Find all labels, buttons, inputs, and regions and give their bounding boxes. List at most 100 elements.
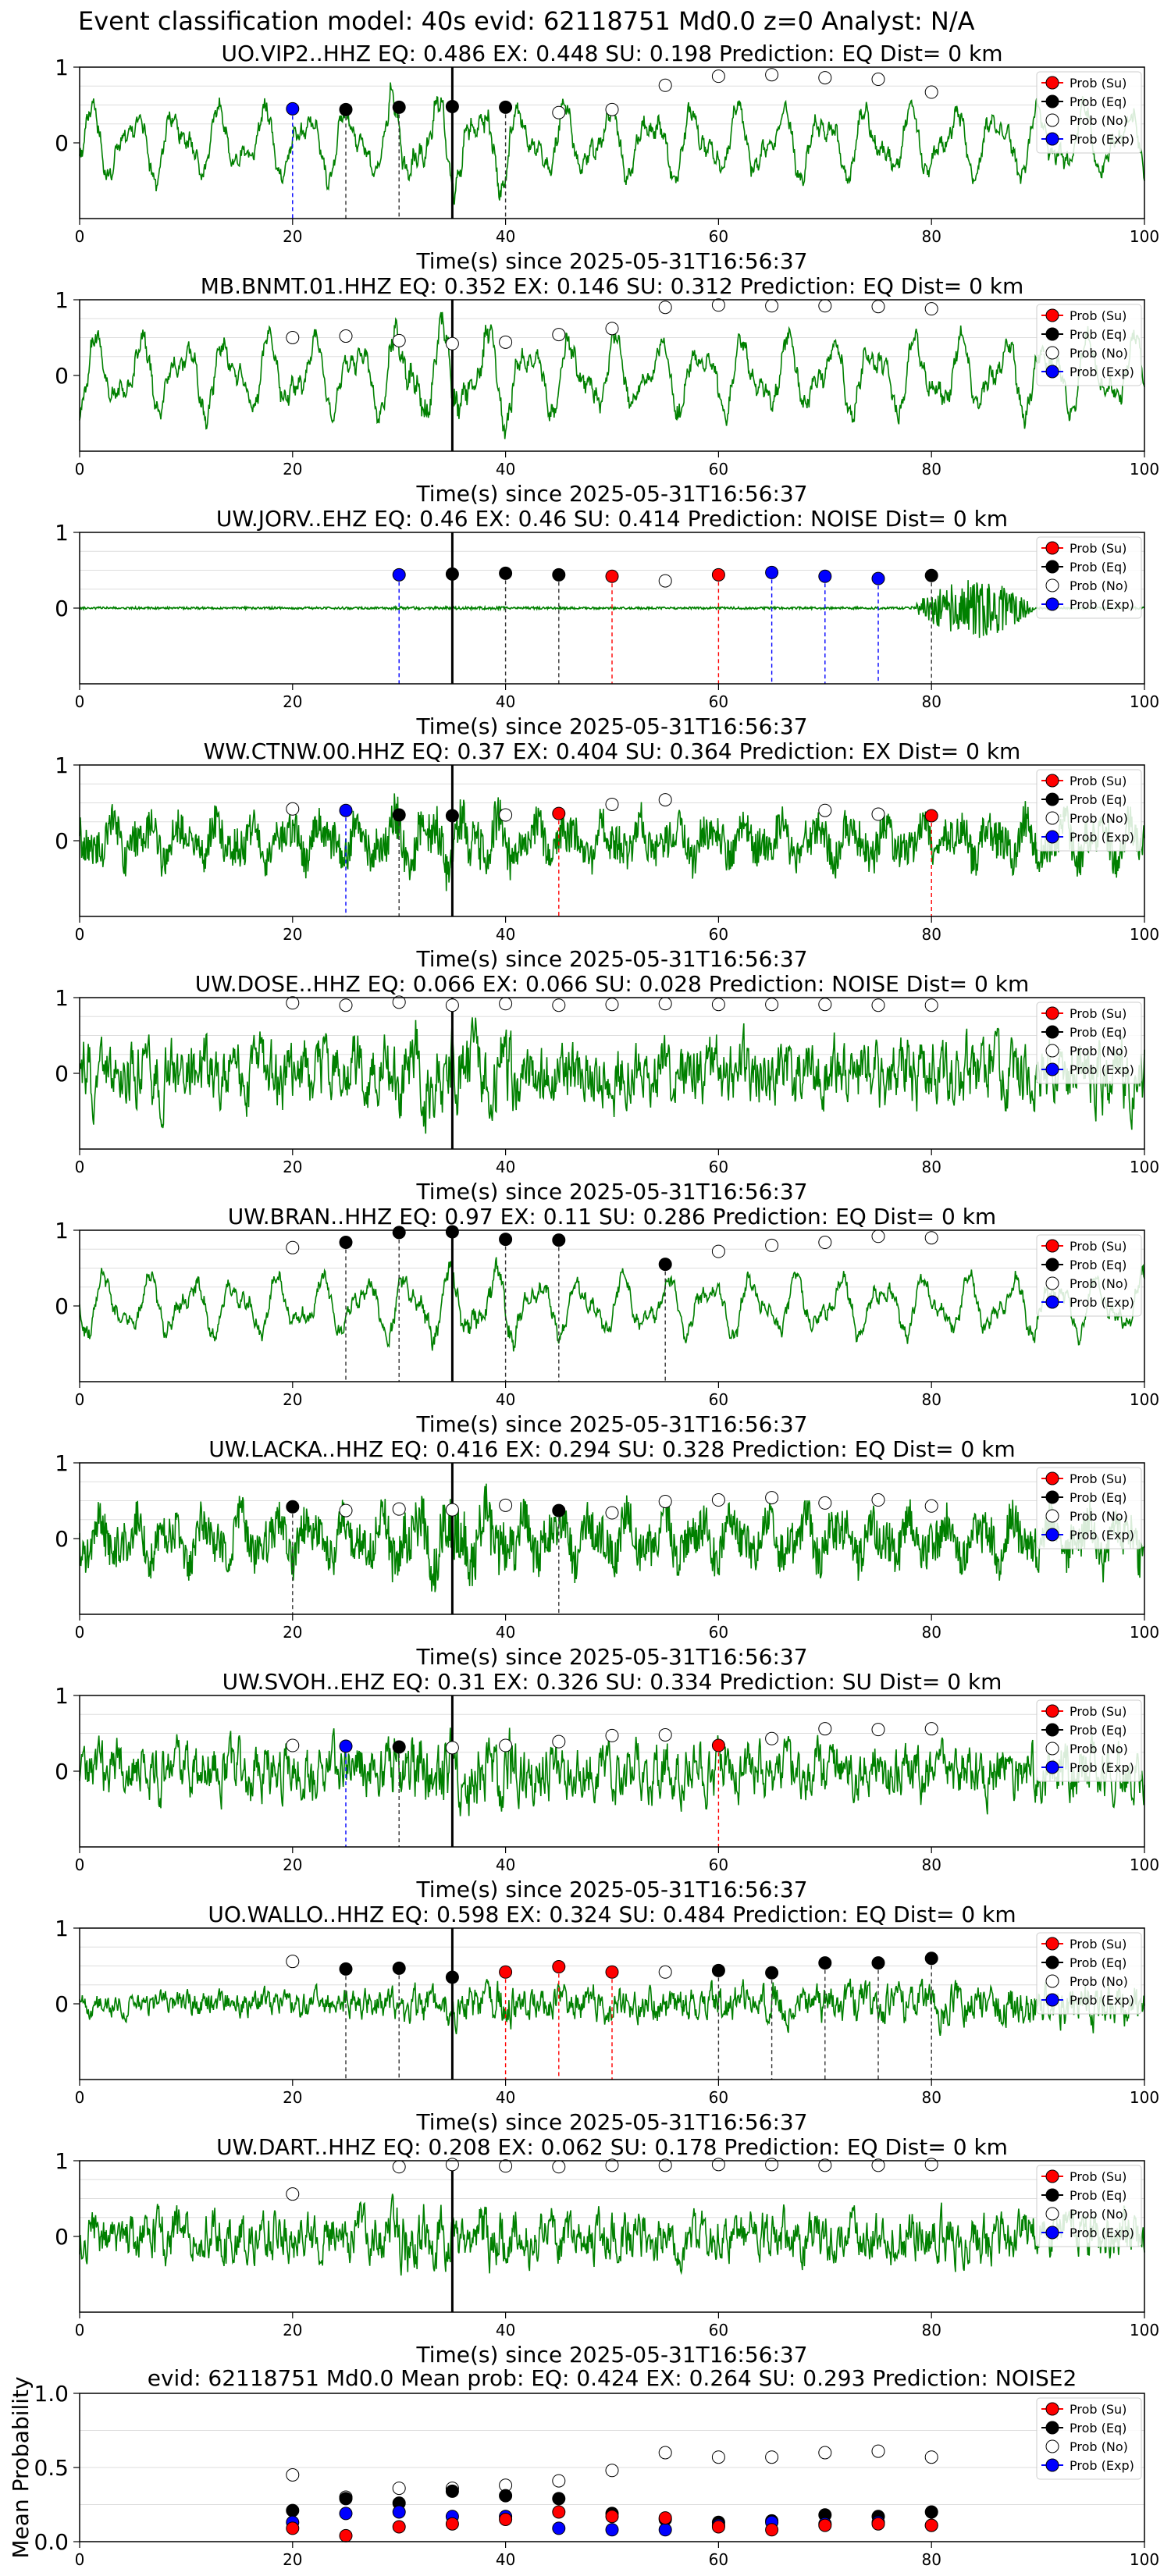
prob-marker-no [924, 1499, 938, 1513]
prob-marker-no [552, 1735, 566, 1749]
legend-label-eq: Prob (Eq) [1070, 792, 1127, 807]
x-tick-label: 40 [496, 227, 515, 246]
legend-marker-su [1045, 76, 1059, 90]
prob-marker-no [871, 2158, 885, 2172]
waveform-trace [79, 1483, 1145, 1592]
prob-marker-no [445, 336, 459, 350]
x-axis-label: Time(s) since 2025-05-31T16:56:37 [415, 481, 807, 507]
x-tick-label: 80 [921, 2088, 941, 2107]
legend-label-no: Prob (No) [1070, 2207, 1128, 2222]
y-tick-label: 1 [55, 287, 69, 313]
legend-label-eq: Prob (Eq) [1070, 1025, 1127, 1040]
station-panel: UO.VIP2..HHZ EQ: 0.486 EX: 0.448 SU: 0.1… [55, 41, 1159, 274]
prob-marker-eq [392, 1961, 406, 1975]
legend-marker-no [1045, 1742, 1059, 1756]
mean-marker-su [605, 2510, 619, 2524]
prob-marker-no [924, 1722, 938, 1736]
prob-marker-eq [445, 809, 459, 823]
prob-marker-no [711, 1244, 725, 1258]
legend-marker-eq [1045, 792, 1059, 806]
mean-marker-su [552, 2505, 566, 2519]
x-tick-label: 80 [921, 1856, 941, 1874]
mean-marker-no [392, 2482, 406, 2496]
legend-marker-exp [1045, 597, 1059, 611]
legend-label-su: Prob (Su) [1070, 1937, 1127, 1952]
y-tick-label: 1 [55, 1683, 69, 1709]
legend-label-eq: Prob (Eq) [1070, 2188, 1127, 2203]
x-tick-label: 100 [1130, 2321, 1159, 2339]
prob-marker-no [924, 302, 938, 316]
legend-marker-eq [1045, 327, 1059, 341]
y-tick-label: 0 [55, 130, 69, 156]
prob-marker-no [658, 301, 672, 315]
legend-marker-eq [1045, 94, 1059, 109]
y-tick-label: 1 [55, 520, 69, 546]
axes-frame [79, 532, 1145, 685]
x-tick-label: 100 [1130, 460, 1159, 479]
axes-frame [79, 764, 1145, 917]
mean-marker-eq [286, 2503, 300, 2517]
legend-label-exp: Prob (Exp) [1070, 365, 1134, 379]
prob-marker-su [552, 1959, 566, 1973]
y-tick-label: 1 [55, 2148, 69, 2174]
prob-marker-no [871, 1723, 885, 1737]
x-tick-label: 20 [283, 227, 302, 246]
prob-marker-no [286, 1240, 300, 1254]
x-tick-label: 80 [921, 1390, 941, 1409]
panel-title: UO.VIP2..HHZ EQ: 0.486 EX: 0.448 SU: 0.1… [222, 41, 1003, 66]
prob-marker-no [818, 1496, 832, 1510]
prob-marker-eq [445, 1970, 459, 1984]
panel-title: WW.CTNW.00.HHZ EQ: 0.37 EX: 0.404 SU: 0.… [204, 738, 1021, 764]
legend-box [1036, 304, 1142, 386]
legend-label-exp: Prob (Exp) [1070, 2458, 1134, 2473]
legend-marker-eq [1045, 2188, 1059, 2202]
x-tick-label: 100 [1130, 1856, 1159, 1874]
legend-label-eq: Prob (Eq) [1070, 1955, 1127, 1970]
legend-label-eq: Prob (Eq) [1070, 94, 1127, 109]
mean-marker-eq [445, 2484, 459, 2498]
prob-marker-eq [499, 1233, 513, 1247]
prob-marker-su [605, 1965, 619, 1979]
legend-marker-no [1045, 2207, 1059, 2221]
prob-marker-no [552, 2160, 566, 2174]
prob-marker-eq [339, 1962, 353, 1976]
mean-marker-su [765, 2523, 779, 2537]
x-tick-label: 0 [75, 1623, 85, 1642]
prob-marker-no [605, 1728, 619, 1742]
prob-marker-no [871, 1493, 885, 1507]
y-tick-label: 1 [55, 55, 69, 80]
prob-marker-su [499, 1965, 513, 1979]
prob-marker-no [499, 1738, 513, 1752]
prob-marker-no [658, 1965, 672, 1979]
legend-label-exp: Prob (Exp) [1070, 1062, 1134, 1077]
prob-marker-eq [339, 102, 353, 116]
x-tick-label: 60 [709, 1623, 728, 1642]
y-tick-label: 0 [55, 1526, 69, 1552]
prob-marker-no [924, 85, 938, 99]
x-tick-label: 60 [709, 692, 728, 711]
y-tick-label: 1 [55, 753, 69, 778]
legend-box [1036, 1932, 1142, 2015]
y-tick-label: 0.0 [34, 2529, 69, 2555]
x-tick-label: 100 [1130, 1158, 1159, 1176]
legend-marker-no [1045, 1276, 1059, 1290]
mean-marker-no [924, 2450, 938, 2464]
legend-label-su: Prob (Su) [1070, 1704, 1127, 1719]
legend-marker-su [1045, 1239, 1059, 1253]
legend-box [1036, 2397, 1142, 2480]
prob-marker-no [552, 328, 566, 342]
legend-box [1036, 769, 1142, 852]
x-tick-label: 0 [75, 1390, 85, 1409]
x-tick-label: 80 [921, 1623, 941, 1642]
legend-label-exp: Prob (Exp) [1070, 2226, 1134, 2240]
prob-marker-no [871, 807, 885, 821]
prob-marker-no [605, 797, 619, 811]
legend-marker-no [1045, 1974, 1059, 1988]
legend-marker-eq [1045, 2421, 1059, 2435]
legend-label-eq: Prob (Eq) [1070, 327, 1127, 342]
y-tick-label: 0 [55, 2224, 69, 2250]
prob-marker-no [658, 78, 672, 92]
prob-marker-no [605, 2158, 619, 2172]
legend-box [1036, 1699, 1142, 1782]
x-tick-label: 40 [496, 1623, 515, 1642]
